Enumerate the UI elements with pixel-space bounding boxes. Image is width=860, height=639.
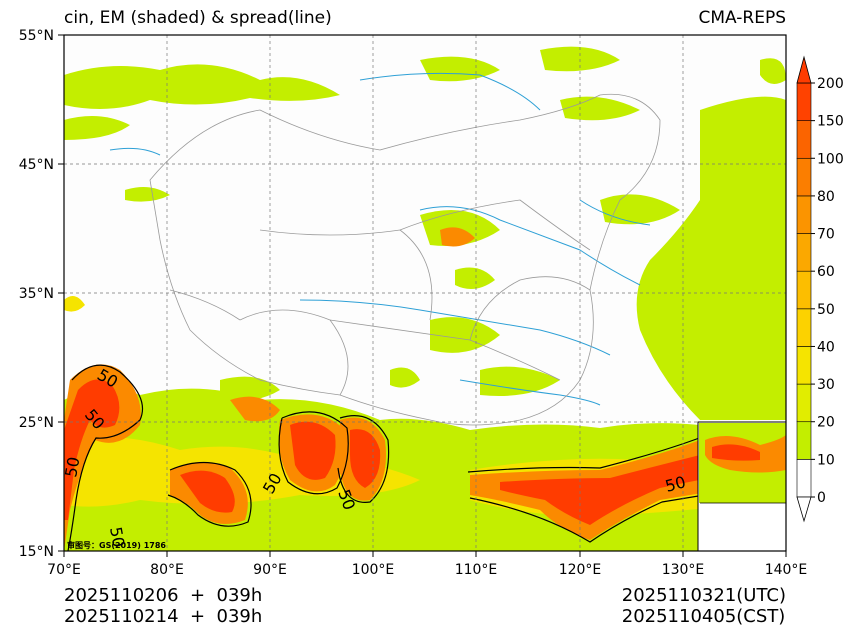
lat-label: 45°N: [19, 157, 54, 173]
lon-label: 140°E: [765, 562, 808, 578]
borders: [149, 93, 661, 426]
init-time-utc: 2025110206 + 039h: [64, 585, 263, 606]
colorbar-extend-min: [796, 496, 812, 523]
colorbar-label: 200: [817, 76, 844, 92]
lon-labels: 70°E 80°E 90°E 100°E 110°E 120°E 130°E 1…: [47, 562, 807, 578]
lon-label: 100°E: [352, 562, 395, 578]
lat-label: 55°N: [19, 28, 54, 44]
colorbar-label: 10: [817, 452, 835, 468]
graticule: [64, 35, 786, 551]
colorbar-extend-max: [796, 55, 812, 84]
lon-label: 120°E: [559, 562, 602, 578]
colorbar-segment: [796, 270, 812, 310]
colorbar-label: 0: [817, 490, 826, 506]
colorbar: 0 10 20 30 40 50 60 70 80 100 150 200: [796, 55, 844, 523]
contour-label: 50: [106, 525, 128, 548]
lat-label: 25°N: [19, 415, 54, 431]
lon-label: 80°E: [150, 562, 184, 578]
map-title: cin, EM (shaded) & spread(line): [64, 8, 332, 28]
colorbar-segment: [796, 383, 812, 423]
init-time-cst: 2025110214 + 039h: [64, 606, 263, 627]
colorbar-label: 20: [817, 415, 835, 431]
approval-number: 审图号：GS(2019) 1786: [67, 540, 166, 550]
colorbar-label: 30: [817, 377, 835, 393]
lon-ticks: [63, 551, 787, 557]
colorbar-label: 70: [817, 227, 835, 243]
lon-label: 70°E: [47, 562, 81, 578]
contour-label: 50: [61, 455, 83, 478]
model-name: CMA-REPS: [698, 8, 786, 28]
colorbar-segment: [796, 459, 812, 498]
lat-label: 35°N: [19, 286, 54, 302]
colorbar-segment: [796, 157, 812, 197]
lat-label: 15°N: [19, 544, 54, 560]
valid-time-cst: 2025110405(CST): [621, 606, 786, 627]
colorbar-label: 150: [817, 114, 844, 130]
south-china-sea-inset: [697, 421, 786, 551]
valid-times: 2025110321(UTC) 2025110405(CST): [622, 585, 786, 627]
colorbar-segment: [796, 421, 812, 460]
colorbar-label: 100: [817, 151, 844, 167]
lon-label: 110°E: [455, 562, 498, 578]
colorbar-segment: [796, 233, 812, 272]
lat-labels: 55°N 45°N 35°N 25°N 15°N: [19, 28, 54, 560]
valid-time-utc: 2025110321(UTC): [621, 585, 786, 606]
init-times: 2025110206 + 039h 2025110214 + 039h: [64, 585, 262, 627]
contour-label: 50: [663, 472, 688, 496]
colorbar-segment: [796, 195, 812, 234]
colorbar-label: 60: [817, 264, 835, 280]
lon-label: 90°E: [253, 562, 287, 578]
lon-label: 130°E: [662, 562, 705, 578]
colorbar-segment: [796, 120, 812, 159]
colorbar-label: 40: [817, 339, 835, 355]
colorbar-segment: [796, 82, 812, 121]
lat-ticks: [58, 34, 64, 552]
colorbar-segment: [796, 346, 812, 385]
colorbar-label: 80: [817, 189, 835, 205]
rivers: [109, 72, 651, 406]
colorbar-segment: [796, 308, 812, 347]
colorbar-label: 50: [817, 302, 835, 318]
